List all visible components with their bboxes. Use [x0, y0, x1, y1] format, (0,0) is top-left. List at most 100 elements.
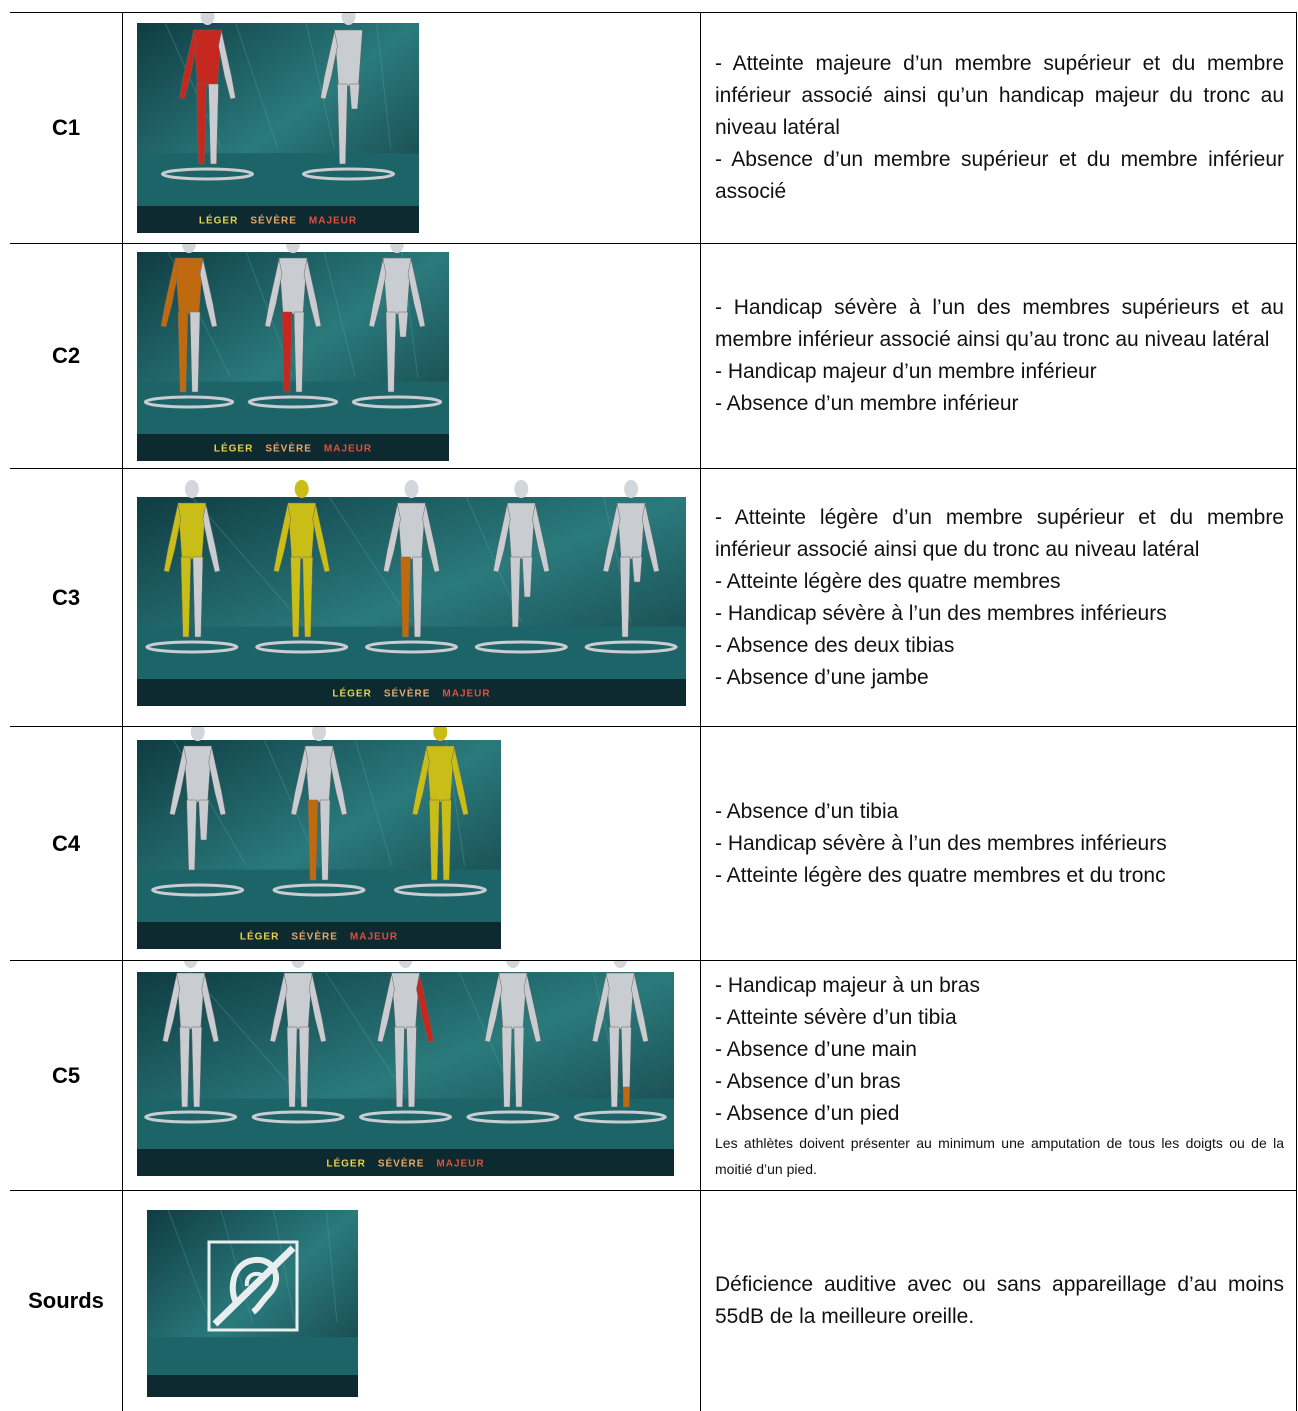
figure-part: [193, 557, 203, 637]
legend-item: LÉGER: [199, 214, 238, 227]
figure-part: [499, 973, 527, 1029]
head: [185, 480, 199, 498]
figure-part: [398, 503, 426, 559]
description-line: - Absence d’une jambe: [715, 662, 1284, 694]
figure-part: [401, 557, 411, 637]
legend-item: SÉVÈRE: [265, 442, 312, 455]
figure-part: [429, 800, 439, 880]
figure-part: [522, 557, 532, 597]
figure-part: [178, 312, 188, 392]
figure-part: [303, 557, 313, 637]
illustration: LÉGER SÉVÈRE MAJEUR: [123, 469, 700, 726]
figure-part: [398, 312, 408, 337]
head: [312, 727, 326, 741]
figure-part: [514, 1027, 524, 1107]
illustration: LÉGER SÉVÈRE MAJEUR: [123, 727, 700, 960]
legend-item: MAJEUR: [350, 932, 398, 943]
legend: LÉGER SÉVÈRE MAJEUR: [214, 442, 372, 455]
legend-separator: [430, 689, 442, 700]
figure-part: [413, 557, 423, 637]
head: [613, 961, 627, 968]
description-line: - Handicap majeur à un bras: [715, 970, 1284, 1002]
head: [184, 961, 198, 968]
legend: LÉGER SÉVÈRE MAJEUR: [240, 930, 398, 943]
description: - Atteinte légère d’un membre supérieur …: [701, 469, 1297, 727]
legend-separator: [366, 1159, 378, 1170]
head: [191, 727, 205, 741]
description-line: - Absence d’une main: [715, 1034, 1284, 1066]
head: [182, 244, 196, 253]
image: LÉGER SÉVÈRE MAJEUR: [137, 727, 501, 949]
figure-part: [632, 557, 642, 582]
figure-part: [623, 1087, 629, 1107]
figure-part: [178, 503, 206, 559]
head: [295, 480, 309, 498]
legend-separator: [372, 689, 384, 700]
legend-item: MAJEUR: [324, 444, 372, 455]
legend-separator: [424, 1159, 436, 1170]
figure-part: [609, 1027, 619, 1107]
image: LÉGER SÉVÈRE MAJEUR: [137, 244, 449, 461]
legend: LÉGER SÉVÈRE MAJEUR: [199, 214, 357, 227]
legend: LÉGER SÉVÈRE MAJEUR: [332, 687, 490, 700]
figure-part: [181, 557, 191, 637]
description-line: - Handicap majeur d’un membre inférieur: [715, 356, 1284, 388]
figure-part: [350, 84, 360, 109]
figure-part: [184, 746, 212, 802]
illustration: LÉGER SÉVÈRE MAJEUR: [123, 961, 700, 1190]
figure-part: [194, 30, 222, 86]
legend-separator: [297, 216, 309, 227]
image-cell: LÉGER SÉVÈRE MAJEUR: [123, 727, 701, 961]
image: LÉGER SÉVÈRE MAJEUR: [137, 961, 674, 1176]
figure-part: [199, 800, 209, 840]
illustration: LÉGER SÉVÈRE MAJEUR: [123, 13, 700, 243]
legend-item: SÉVÈRE: [384, 687, 431, 700]
image-cell: LÉGER SÉVÈRE MAJEUR: [123, 961, 701, 1191]
figure-part: [392, 973, 420, 1029]
legend-item: LÉGER: [214, 442, 253, 455]
description-line: - Atteinte sévère d’un tibia: [715, 1002, 1284, 1034]
legend-item: MAJEUR: [436, 1159, 484, 1170]
legend-item: LÉGER: [240, 930, 279, 943]
description-line: - Atteinte légère d’un membre supérieur …: [715, 502, 1284, 566]
figure-part: [383, 258, 411, 314]
head: [286, 244, 300, 253]
figure-part: [335, 30, 363, 86]
description-line: - Absence d’un pied: [715, 1098, 1284, 1130]
head: [390, 244, 404, 253]
note: Les athlètes doivent présenter au minimu…: [715, 1130, 1284, 1182]
figure-part: [338, 84, 348, 164]
figure-part: [407, 1027, 417, 1107]
figure-part: [187, 800, 197, 870]
row-label: C2: [10, 244, 123, 469]
image-cell: LÉGER SÉVÈRE MAJEUR: [123, 13, 701, 244]
legend: LÉGER SÉVÈRE MAJEUR: [326, 1157, 484, 1170]
description-line: - Absence d’un bras: [715, 1066, 1284, 1098]
description: Déficience auditive avec ou sans apparei…: [701, 1191, 1297, 1411]
figure-part: [192, 1027, 202, 1107]
image: [147, 1210, 358, 1397]
figure-part: [299, 1027, 309, 1107]
description-line: - Atteinte légère des quatre membres et …: [715, 860, 1284, 892]
head: [514, 480, 528, 498]
legend-item: SÉVÈRE: [291, 930, 338, 943]
floor-dark: [147, 1375, 358, 1397]
legend-item: SÉVÈRE: [250, 214, 297, 227]
head: [433, 727, 447, 741]
description-line: - Atteinte légère des quatre membres: [715, 566, 1284, 598]
description-line: - Atteinte majeure d’un membre supérieur…: [715, 48, 1284, 144]
figure-part: [291, 557, 301, 637]
figure-part: [507, 503, 535, 559]
legend-separator: [238, 216, 250, 227]
figure-part: [386, 312, 396, 392]
description: - Absence d’un tibia- Handicap sévère à …: [701, 727, 1297, 961]
description-line: - Absence d’un membre supérieur et du me…: [715, 144, 1284, 208]
figure-part: [606, 973, 634, 1029]
image: LÉGER SÉVÈRE MAJEUR: [137, 13, 419, 233]
figure-part: [190, 312, 200, 392]
legend-item: LÉGER: [326, 1157, 365, 1170]
